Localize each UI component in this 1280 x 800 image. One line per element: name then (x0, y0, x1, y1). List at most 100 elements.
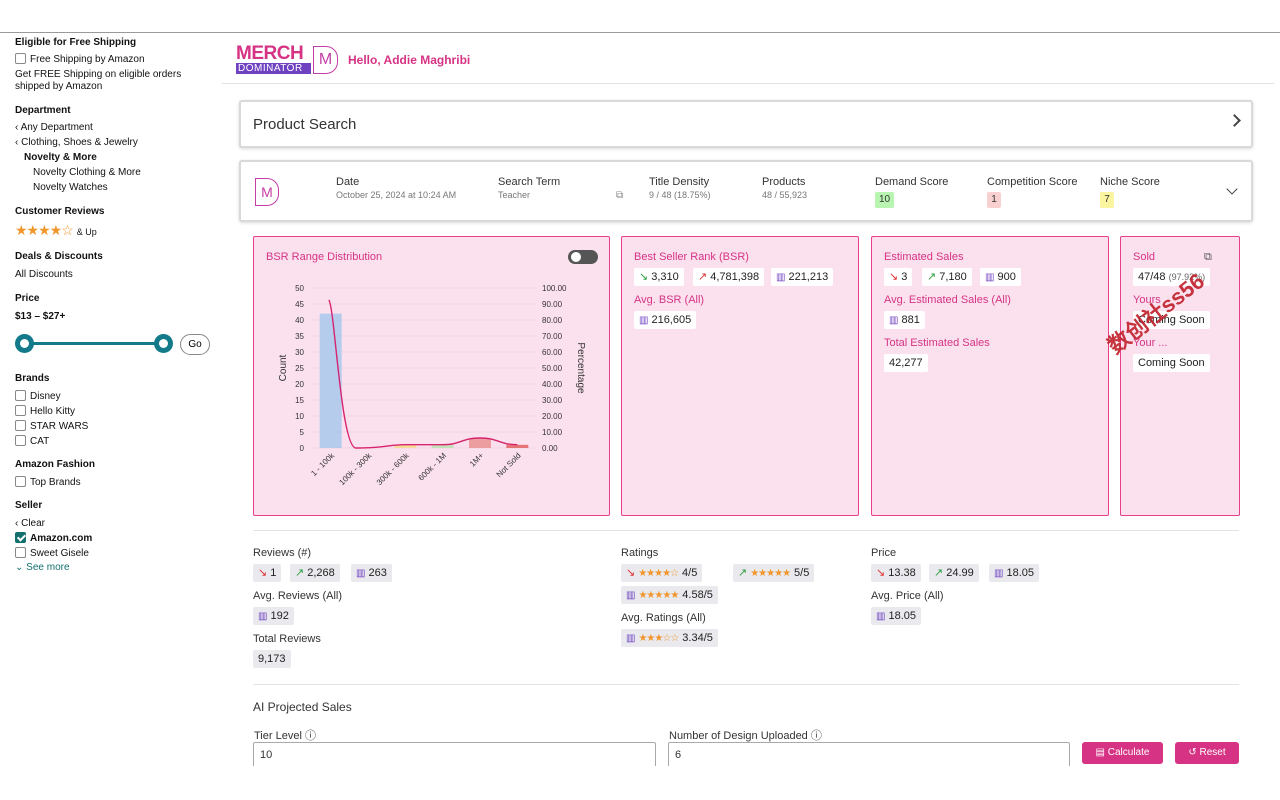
reset-icon: ↺ (1188, 747, 1200, 758)
competition-score-badge: 1 (987, 192, 1001, 208)
checkbox-icon[interactable] (15, 390, 26, 401)
y2-axis-label: Percentage (575, 342, 586, 394)
average-icon: ▥ (626, 633, 636, 644)
price-slider-track[interactable] (24, 342, 164, 345)
brand-option[interactable]: Disney (15, 390, 61, 402)
trend-up-icon: ↗ (934, 567, 944, 579)
reset-button[interactable]: ↺ Reset (1175, 742, 1239, 764)
chevron-down-icon[interactable] (1226, 183, 1238, 195)
product-search-card[interactable]: Product Search (239, 100, 1253, 148)
department-any[interactable]: ‹ Any Department (15, 122, 93, 133)
title-density-label: Title Density (649, 176, 710, 188)
y2-tick-label: 0.00 (542, 444, 558, 453)
demand-score-badge: 10 (875, 192, 895, 208)
price-slider-min-handle[interactable] (15, 334, 34, 353)
sold-pill: 47/48 (97.92%) (1133, 268, 1211, 286)
checkbox-checked-icon[interactable] (15, 532, 26, 543)
y2-tick-label: 10.00 (542, 428, 563, 437)
y2-tick-label: 30.00 (542, 396, 563, 405)
brand-option[interactable]: CAT (15, 435, 49, 447)
y2-tick-label: 60.00 (542, 348, 563, 357)
trend-down-icon: ↘ (626, 567, 636, 579)
checkbox-icon[interactable] (15, 420, 26, 431)
y2-tick-label: 50.00 (542, 364, 563, 373)
checkbox-icon[interactable] (15, 476, 26, 487)
bsr-distribution-panel: BSR Range Distribution 50 45 40 35 30 25 20 15 1… (253, 236, 610, 516)
products-value: 48 / 55,923 (762, 190, 808, 200)
total-sales-label: Total Estimated Sales (884, 337, 990, 349)
bsr-low-pill: ↘ 3,310 (634, 268, 684, 286)
average-icon: ▥ (626, 590, 636, 601)
designs-uploaded-label: Number of Design Uploaded ⓘ (669, 730, 822, 742)
average-icon: ▥ (356, 568, 366, 579)
calculator-icon: ▤ (1095, 747, 1108, 758)
chevron-right-icon[interactable] (1228, 114, 1241, 127)
y-tick-label: 15 (295, 396, 304, 405)
copy-icon[interactable]: ⧉ (1204, 251, 1212, 263)
demand-score-label: Demand Score (875, 176, 949, 188)
top-brands-option[interactable]: Top Brands (15, 476, 81, 488)
average-icon: ▥ (776, 272, 786, 283)
designs-uploaded-input[interactable]: 6 (668, 742, 1070, 766)
checkbox-icon[interactable] (15, 405, 26, 416)
niche-score-badge: 7 (1100, 192, 1114, 208)
ratings-low-pill: ↘ ★★★★☆ 4/5 (621, 564, 703, 582)
date-value: October 25, 2024 at 10:24 AM (336, 190, 457, 200)
yours-2-value: Coming Soon (1133, 354, 1210, 372)
rating-filter[interactable]: ★★★★☆ & Up (15, 222, 97, 238)
ratings-high-pill: ↗ ★★★★★ 5/5 (733, 564, 815, 582)
department-novelty[interactable]: Novelty & More (24, 152, 97, 163)
estimated-sales-title: Estimated Sales (884, 251, 964, 263)
price-heading: Price (15, 293, 40, 304)
date-label: Date (336, 176, 360, 188)
trend-down-icon: ↘ (639, 271, 649, 283)
department-novelty-clothing[interactable]: Novelty Clothing & More (33, 167, 141, 178)
price-label: Price (871, 547, 897, 559)
chart-toggle-switch[interactable] (568, 250, 598, 264)
x-tick-label: 1 - 100k (309, 450, 337, 478)
deals-all-discounts[interactable]: All Discounts (15, 269, 73, 280)
free-shipping-option[interactable]: Free Shipping by Amazon (15, 53, 145, 65)
price-avg-pill: ▥ 18.05 (989, 564, 1039, 582)
bar (431, 444, 454, 448)
total-reviews-pill: 9,173 (253, 650, 291, 668)
trend-up-icon: ↗ (295, 567, 305, 579)
browser-bottom-strip (0, 766, 1280, 800)
copy-icon[interactable]: ⧉ (616, 190, 624, 201)
price-go-button[interactable]: Go (180, 334, 210, 355)
price-slider-max-handle[interactable] (154, 334, 173, 353)
see-more-link[interactable]: ⌄ See more (15, 562, 70, 573)
department-clothing[interactable]: ‹ Clothing, Shoes & Jewelry (15, 137, 138, 148)
trend-down-icon: ↘ (889, 271, 899, 283)
checkbox-icon[interactable] (15, 547, 26, 558)
checkbox-icon[interactable] (15, 435, 26, 446)
brand-option[interactable]: STAR WARS (15, 420, 88, 432)
avg-reviews-label: Avg. Reviews (All) (253, 590, 343, 602)
extension-panel: MERCH DOMINATOR M Hello, Addie Maghribi … (222, 33, 1274, 766)
sold-panel: Sold ⧉ 47/48 (97.92%) Yours Coming Soon … (1120, 236, 1240, 516)
calculate-button[interactable]: ▤ Calculate (1082, 742, 1163, 764)
products-label: Products (762, 176, 806, 188)
seller-clear-link[interactable]: ‹ Clear (15, 518, 46, 529)
brand-option[interactable]: Hello Kitty (15, 405, 75, 417)
star-rating-icon: ★★★★☆ (638, 568, 679, 579)
price-low-pill: ↘ 13.38 (871, 564, 921, 582)
yours-2-label: Your ... (1133, 337, 1168, 349)
y-tick-label: 20 (295, 380, 304, 389)
ratings-avg-pill: ▥ ★★★★★ 4.58/5 (621, 586, 718, 604)
bsr-title: Best Seller Rank (BSR) (634, 251, 749, 263)
y-tick-label: 35 (295, 332, 304, 341)
y-tick-label: 25 (295, 364, 304, 373)
tier-level-label: Tier Level ⓘ (254, 730, 316, 742)
bsr-panel: Best Seller Rank (BSR) ↘ 3,310 ↗ 4,781,398… (621, 236, 859, 516)
tier-level-input[interactable]: 10 (253, 742, 656, 766)
seller-option[interactable]: Sweet Gisele (15, 547, 89, 559)
average-icon: ▥ (889, 315, 899, 326)
search-term-value: Teacher (498, 190, 531, 200)
product-search-title: Product Search (253, 116, 357, 133)
average-icon: ▥ (639, 315, 649, 326)
seller-option-amazon[interactable]: Amazon.com (15, 532, 92, 544)
checkbox-icon[interactable] (15, 53, 26, 64)
y-tick-label: 30 (295, 348, 304, 357)
department-novelty-watches[interactable]: Novelty Watches (33, 182, 108, 193)
